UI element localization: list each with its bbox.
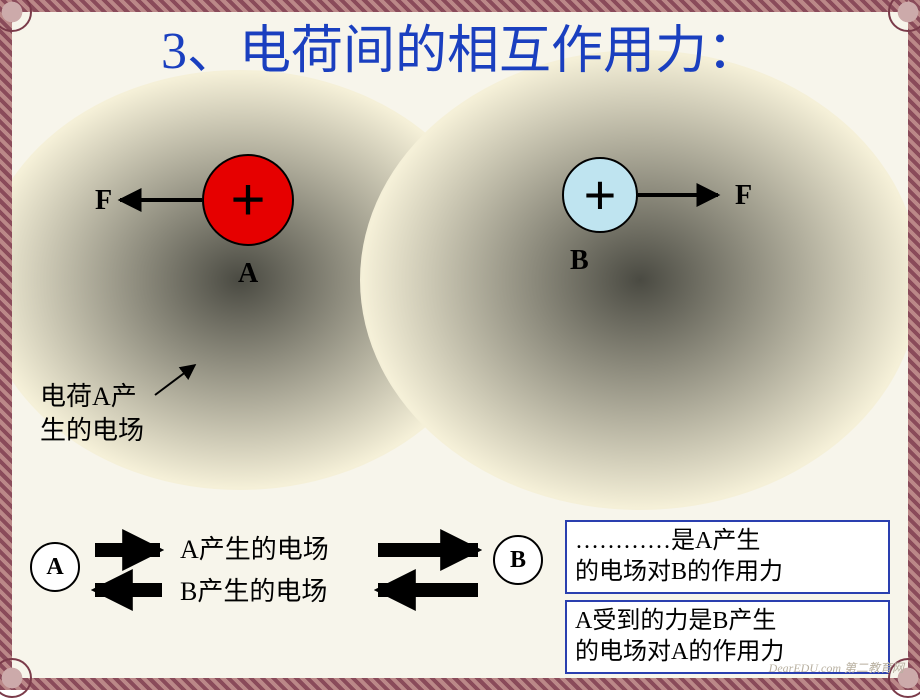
field-caption-line1: 电荷A产 [40, 382, 137, 411]
exp2-line2: 的电场对A的作用力 [575, 639, 784, 665]
charge-b-label: B [570, 245, 589, 277]
bottom-circle-a: A [30, 542, 80, 592]
bottom-text-b: B产生的电场 [180, 575, 327, 609]
border-bottom [0, 678, 920, 690]
force-label-left: F [95, 185, 112, 217]
slide: 3、电荷间的相互作用力： + + A B F F [0, 0, 920, 690]
force-label-right: F [735, 180, 752, 212]
explanation-box-1: …………是A产生 的电场对B的作用力 [565, 520, 890, 594]
bottom-circle-b: B [493, 535, 543, 585]
border-left [0, 0, 12, 690]
field-caption-line2: 生的电场 [40, 416, 144, 445]
corner-scroll-bl [0, 658, 32, 698]
border-top [0, 0, 920, 12]
slide-title: 3、电荷间的相互作用力： [0, 8, 920, 83]
border-right [908, 0, 920, 690]
bottom-circle-a-label: A [46, 554, 63, 581]
exp1-line1: …………是A产生 [575, 528, 760, 554]
exp2-line1: A受到的力是B产生 [575, 608, 776, 634]
charge-b: + [562, 157, 638, 233]
exp1-line2: 的电场对B的作用力 [575, 559, 783, 585]
charge-a: + [202, 154, 294, 246]
bottom-text-a: A产生的电场 [180, 533, 329, 567]
bottom-circle-b-label: B [510, 547, 526, 574]
field-b-gradient [360, 50, 920, 510]
watermark: DearEDU.com 第二教育网 [769, 659, 904, 676]
field-caption: 电荷A产 生的电场 [40, 380, 144, 448]
charge-a-label: A [238, 258, 258, 290]
